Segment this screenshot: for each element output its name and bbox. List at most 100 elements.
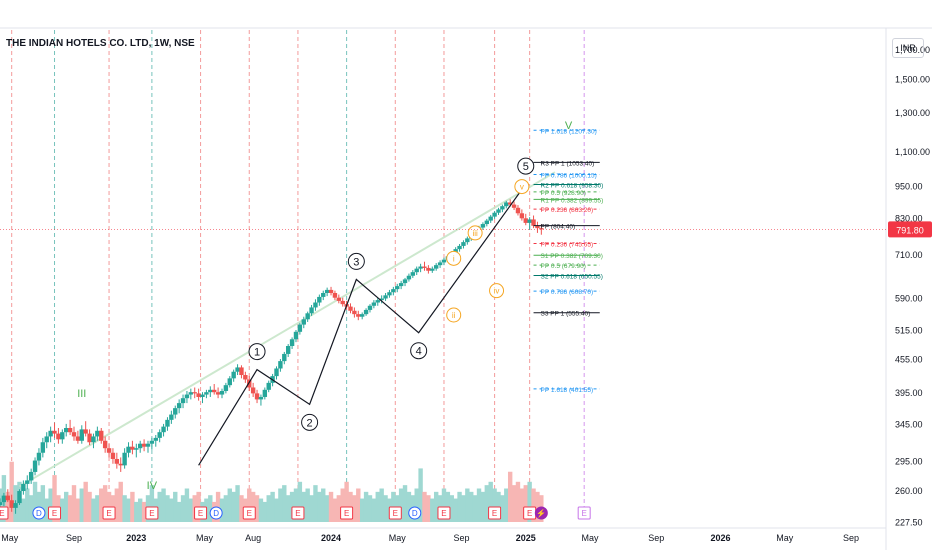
volume-bar [328,491,334,522]
candle-body [169,414,174,420]
volume-bar [433,491,439,522]
candle-body [379,298,384,301]
candle-body [515,207,521,214]
volume-bar [60,498,65,522]
candle-body [79,429,84,441]
volume-bar [91,498,96,522]
volume-bar [184,488,190,522]
event-marker-label: ⚡ [536,508,546,518]
event-marker-label: E [527,509,532,518]
volume-bar [102,485,108,522]
pivot-level-label: R3 PP 1 (1053.40) [541,160,595,167]
volume-bar [309,495,314,522]
candle-body [535,225,540,229]
candle-body [441,259,447,263]
candle-body [352,310,357,315]
wave-label-text: 2 [307,417,313,429]
candle-body [309,307,314,314]
volume-bar [254,495,260,522]
event-marker [488,506,502,520]
currency-button[interactable]: INR [892,38,924,58]
candle-body [208,389,213,393]
volume-bar [484,485,490,522]
candle-body [192,392,197,394]
wave-label-circle [301,413,319,431]
candle-body [453,249,458,254]
candle-body [250,387,256,394]
candle-body [231,371,236,379]
candle-body [71,432,77,437]
candle-body [161,426,166,433]
volume-bar [21,498,26,522]
price-tick-label: 950.00 [895,182,923,192]
time-tick-label: Sep [843,533,859,543]
volume-bar [25,488,30,522]
candle-body [126,446,131,453]
volume-bar [515,481,521,522]
candle-body [122,452,127,466]
volume-bar [504,488,509,522]
volume-bar [64,491,69,522]
candle-body [75,436,81,441]
candle-body [0,502,3,505]
wave-label-circle [347,252,365,270]
event-marker-label: E [0,509,5,518]
candle-body [56,433,61,440]
candle-body [426,267,431,271]
wave-degree-label: V [565,120,573,132]
pivot-level-label: PP 0.5 (928.90) [541,190,586,197]
candle-body [418,266,423,269]
candle-body [359,314,365,317]
price-tick-label: 227.50 [895,517,923,527]
volume-bar [305,488,310,522]
volume-bar [531,488,536,522]
candle-body [48,430,53,437]
time-tick-label: 2025 [516,533,536,543]
event-marker [340,506,354,520]
time-tick-label: May [389,533,407,543]
subwave-label-text: iv [494,287,500,296]
candle-body [301,319,306,325]
event-marker [577,506,591,520]
volume-bar [449,495,454,522]
volume-bar [87,491,92,522]
candle-body [402,279,408,284]
volume-bar [480,491,486,522]
volume-bar [465,488,470,522]
candle-body [348,306,353,311]
candle-body [114,458,120,464]
volume-bar [40,485,46,522]
event-marker-label: E [582,509,587,518]
candle-body [433,265,439,269]
event-marker-label: D [36,509,42,518]
volume-bar [149,485,155,522]
volume-bar [67,495,73,522]
time-tick-label: May [196,533,214,543]
event-marker-label: E [198,509,203,518]
candle-body [219,390,225,395]
volume-bar [422,491,427,522]
volume-bar [180,495,186,522]
volume-bar [336,495,342,522]
candle-body [21,483,26,492]
subwave-label-text: iii [472,229,478,238]
event-marker [102,506,116,520]
volume-bar [414,488,419,522]
pivot-level-label: PP 0.786 (608.70) [541,289,594,296]
event-marker [48,506,62,520]
price-tick-label: 710.00 [895,250,923,260]
candle-body [324,289,330,293]
elliott-wave-path [198,183,527,466]
candle-body [235,367,240,372]
event-marker [32,506,46,520]
candle-body [289,339,295,347]
volume-bar [282,485,287,522]
candle-body [200,394,205,397]
symbol-title[interactable]: THE INDIAN HOTELS CO. LTD, 1W, NSE [6,38,195,49]
candle-body [480,224,486,228]
candle-body [492,212,497,217]
volume-bar [500,495,505,522]
time-tick-label: Sep [453,533,469,543]
candle-body [488,216,493,221]
